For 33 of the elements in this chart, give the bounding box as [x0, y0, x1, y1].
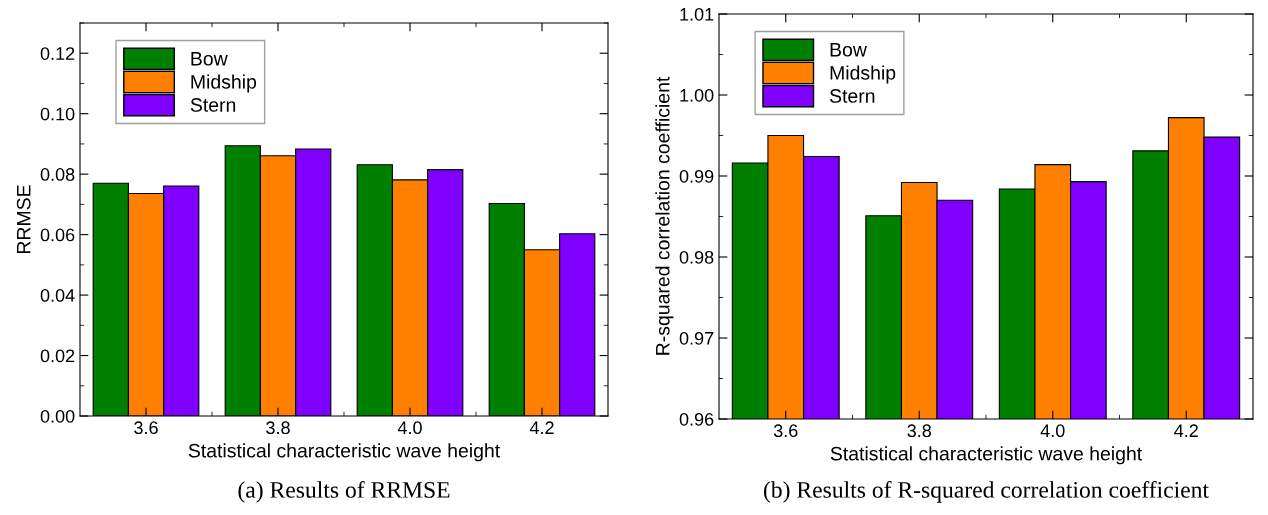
- text: (a) Results of RRMSE: [238, 481, 450, 503]
- y-tick-label: 0.97: [679, 331, 714, 345]
- x-tick-label: 4.2: [1174, 424, 1198, 437]
- legend-label: Stern: [190, 98, 236, 112]
- x-tick-label: 4.0: [397, 421, 422, 435]
- y-tick-label: 1.00: [680, 88, 714, 102]
- y-tick-label: 0.02: [40, 349, 75, 363]
- y-tick-label: 0.99: [679, 169, 714, 183]
- y-tick-label: 0.10: [40, 107, 75, 121]
- y-tick-label: 0.96: [679, 412, 714, 426]
- x-tick-label: 4.0: [1040, 424, 1065, 438]
- x-tick-label: 4.2: [529, 421, 554, 434]
- x-tick-label: 3.6: [134, 421, 158, 435]
- y-axis-title: RRMSE: [16, 185, 31, 254]
- x-axis-title: Statistical characteristic wave height: [188, 443, 501, 462]
- x-tick-label: 3.6: [773, 424, 798, 438]
- y-tick-label: 0.08: [40, 168, 75, 181]
- legend-label: Midship: [830, 65, 896, 84]
- y-tick-label: 0.00: [40, 409, 75, 423]
- legend-label: Bow: [191, 52, 228, 66]
- x-tick-label: 3.8: [266, 421, 290, 435]
- legend-label: Bow: [830, 43, 867, 57]
- y-tick-label: 0.04: [40, 289, 75, 302]
- y-tick-label: 1.01: [680, 7, 714, 21]
- text: (b) Results of R-squared correlation coefficient: [764, 481, 1209, 503]
- y-tick-label: 0.06: [40, 228, 75, 242]
- x-tick-label: 3.8: [907, 424, 932, 438]
- legend-label: Stern: [829, 89, 875, 103]
- y-tick-label: 0.12: [40, 47, 75, 60]
- x-axis-title: Statistical characteristic wave height: [830, 446, 1143, 465]
- y-tick-label: 0.98: [679, 250, 714, 264]
- y-axis-title: R-squared correlation coefficient: [655, 76, 674, 355]
- legend-label: Midship: [191, 74, 257, 93]
